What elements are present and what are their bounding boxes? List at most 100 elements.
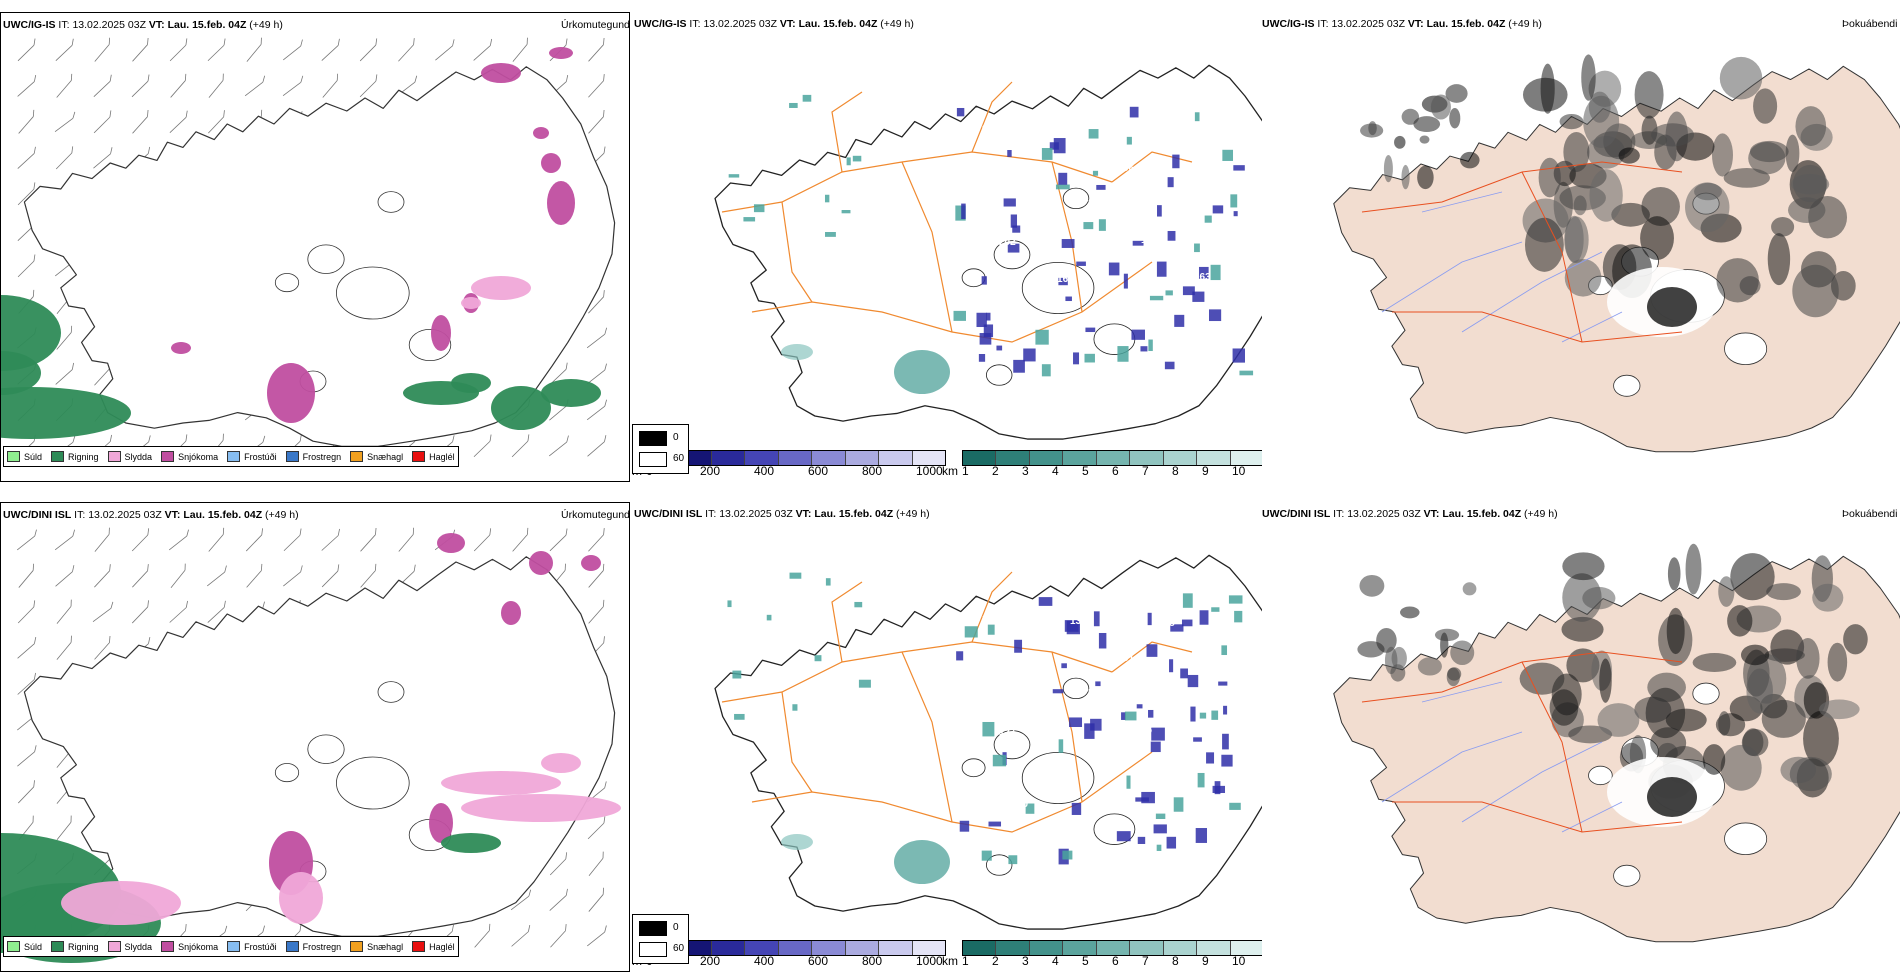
legend-item: Slydda — [108, 941, 153, 952]
legend-swatch — [7, 451, 20, 462]
legend-swatch — [108, 451, 121, 462]
colorbar-step — [1130, 941, 1163, 955]
legend-label: Frostregn — [303, 942, 342, 952]
legend-label: Snæhagl — [367, 942, 403, 952]
ceiling-tick: 600 — [808, 954, 828, 968]
ceiling-label: 170 — [1052, 764, 1069, 775]
legend-swatch — [161, 941, 174, 952]
colorbar-step — [879, 941, 912, 955]
colorbar-step — [913, 941, 945, 955]
ceiling-label: 46 — [1194, 762, 1206, 773]
precip-type-panel: UWC/DINI ISL IT: 13.02.2025 03Z VT: Lau.… — [0, 502, 630, 972]
colorbar-step — [745, 451, 778, 465]
visibility-tick: 2 — [992, 954, 999, 968]
ceiling-label: 18 — [982, 614, 994, 625]
colorbar-step — [712, 941, 745, 955]
legend-item: Frostregn — [286, 941, 342, 952]
ceiling-label: 218 — [1017, 309, 1034, 320]
fog-legend-black-label: 0 — [673, 432, 679, 443]
ceiling-label: 288 — [1158, 618, 1175, 629]
ceiling-label: 149 — [1158, 128, 1175, 139]
visibility-tick: 9 — [1202, 464, 1209, 478]
colorbar-step — [712, 451, 745, 465]
colorbar-step — [1063, 941, 1096, 955]
visibility-tick: 3 — [1022, 954, 1029, 968]
visibility-tick: 1 — [962, 464, 969, 478]
fog-indicator-panel: Skyggni UWC/IG-IS IT: 13.02.2025 03Z VT:… — [1262, 12, 1900, 482]
precip-type-panel: UWC/IG-IS IT: 13.02.2025 03Z VT: Lau. 15… — [0, 12, 630, 482]
legend-label: Súld — [24, 942, 42, 952]
fog-legend-white — [639, 452, 667, 467]
fog-legend-white-label: 60 — [673, 453, 684, 464]
ceiling-label: 96 — [1123, 163, 1135, 174]
legend-label: Rigning — [68, 452, 99, 462]
legend-swatch — [286, 451, 299, 462]
visibility-tick: 6 — [1112, 954, 1119, 968]
fog-legend-black — [639, 921, 667, 936]
panel-title: Úrkomutegund — [561, 19, 630, 31]
iceland-outline — [715, 555, 1262, 929]
panel-header: UWC/DINI ISL IT: 13.02.2025 03Z VT: Lau.… — [1262, 508, 1558, 520]
ceiling-colorbar — [644, 450, 946, 466]
legend-swatch — [350, 451, 363, 462]
colorbar-step — [1063, 451, 1096, 465]
colorbar-step — [1197, 451, 1230, 465]
ceiling-label: 91 — [1123, 653, 1135, 664]
panel-header: UWC/DINI ISL IT: 13.02.2025 03Z VT: Lau.… — [3, 509, 299, 521]
ceiling-label: 16 — [1088, 198, 1100, 209]
ceiling-tick: 800 — [862, 464, 882, 478]
visibility-tick: 6 — [1112, 464, 1119, 478]
legend-label: Slydda — [125, 942, 153, 952]
visibility-tick: 5 — [1082, 954, 1089, 968]
ceiling-tick: 600 — [808, 464, 828, 478]
colorbar-step — [1097, 451, 1130, 465]
legend-swatch — [7, 941, 20, 952]
visibility-tick: 1 — [962, 954, 969, 968]
visibility-tick: 7 — [1142, 464, 1149, 478]
legend-item: Rigning — [51, 941, 99, 952]
panel-header: UWC/IG-IS IT: 13.02.2025 03Z VT: Lau. 15… — [1262, 18, 1542, 30]
legend-swatch — [286, 941, 299, 952]
visibility-tick: 10 — [1232, 464, 1245, 478]
ceiling-label: 116 — [1052, 274, 1069, 285]
ceiling-tick: 1000 — [916, 464, 943, 478]
colorbar-step — [1164, 451, 1197, 465]
ceiling-label: 10 — [1017, 799, 1029, 810]
panel-title: Úrkomutegund — [561, 509, 630, 521]
colorbar-step — [996, 941, 1029, 955]
ceiling-label: 362 — [1105, 801, 1122, 812]
legend-item: Snjókoma — [161, 941, 218, 952]
visibility-tick: 4 — [1052, 464, 1059, 478]
colorbar-step — [812, 451, 845, 465]
legend-label: Snjókoma — [178, 452, 218, 462]
ceiling-label: 114 — [1105, 311, 1122, 322]
legend-swatch — [227, 451, 240, 462]
ceiling-label: 139 — [1176, 690, 1193, 701]
colorbar-step — [963, 941, 996, 955]
ceiling-label: 57 — [1035, 651, 1047, 662]
legend-item: Súld — [7, 451, 42, 462]
colorbar-step — [846, 941, 879, 955]
precip-map — [1, 503, 630, 972]
ceiling-tick: 800 — [862, 954, 882, 968]
colorbar-step — [1097, 941, 1130, 955]
panel-header: UWC/IG-IS IT: 13.02.2025 03Z VT: Lau. 15… — [3, 19, 283, 31]
iceland-outline — [715, 65, 1262, 439]
precip-map — [1, 13, 630, 482]
legend-item: Frostúði — [227, 451, 277, 462]
ceiling-label: 202 — [999, 237, 1016, 248]
visibility-tick: 10 — [1232, 954, 1245, 968]
panel-header: UWC/DINI ISL IT: 13.02.2025 03Z VT: Lau.… — [634, 508, 930, 520]
legend-swatch — [51, 451, 64, 462]
colorbar-step — [996, 451, 1029, 465]
ceiling-label: 222 — [1070, 126, 1087, 137]
legend-swatch — [108, 941, 121, 952]
legend-item: Súld — [7, 941, 42, 952]
legend-swatch — [350, 941, 363, 952]
legend-label: Frostúði — [244, 942, 277, 952]
colorbar-step — [846, 451, 879, 465]
legend-item: Rigning — [51, 451, 99, 462]
